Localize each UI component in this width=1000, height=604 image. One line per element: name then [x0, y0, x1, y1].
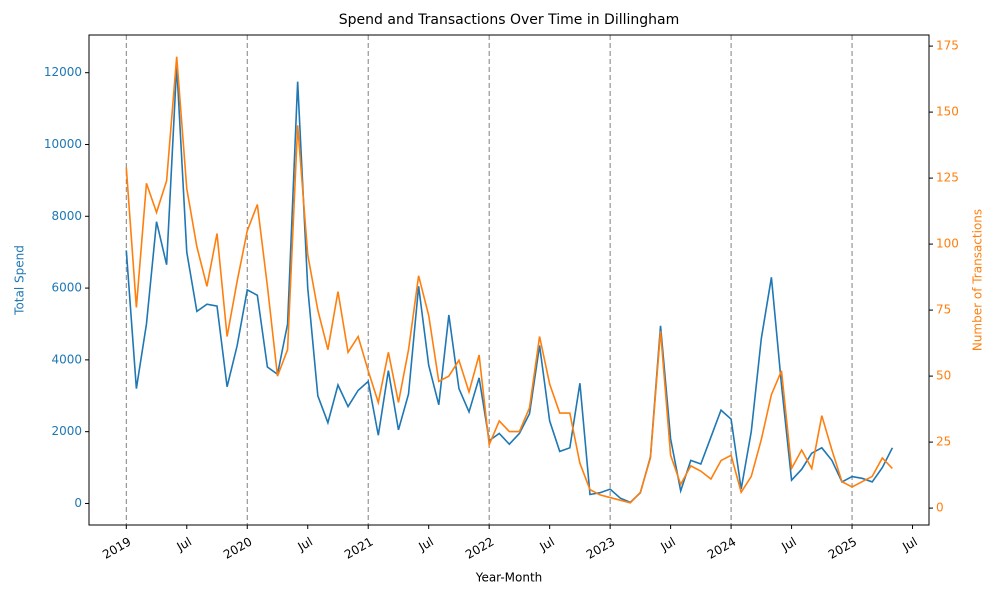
x-tick-label: Jul	[416, 535, 436, 555]
x-tick-label: 2020	[221, 535, 254, 562]
x-tick-label: Jul	[174, 535, 194, 555]
y-tick-label: 6000	[51, 281, 82, 295]
x-tick-label: 2023	[584, 535, 617, 562]
x-tick-label: Jul	[536, 535, 556, 555]
y-tick-label: 8000	[51, 209, 82, 223]
y2-tick-label: 25	[936, 435, 951, 449]
y2-axis-label: Number of Transactions	[971, 209, 985, 351]
x-tick-label: Jul	[295, 535, 315, 555]
y2-tick-label: 175	[936, 39, 959, 53]
y2-tick-label: 100	[936, 237, 959, 251]
y-tick-label: 2000	[51, 424, 82, 438]
x-tick-label: Jul	[657, 535, 677, 555]
y-tick-label: 12000	[44, 65, 82, 79]
y-tick-label: 0	[74, 496, 82, 510]
y2-tick-label: 150	[936, 105, 959, 119]
x-axis-label: Year-Month	[475, 571, 543, 585]
x-tick-label: 2025	[826, 535, 859, 562]
x-tick-label: 2024	[705, 535, 738, 562]
chart-title: Spend and Transactions Over Time in Dill…	[339, 12, 679, 28]
series-line	[125, 65, 894, 504]
x-tick-label: 2021	[342, 535, 375, 562]
series-line	[125, 56, 893, 504]
y-tick-label: 4000	[51, 352, 82, 366]
y2-tick-label: 125	[936, 171, 959, 185]
x-tick-label: Jul	[899, 535, 919, 555]
x-tick-label: Jul	[778, 535, 798, 555]
y2-tick-label: 0	[936, 501, 944, 515]
y2-tick-label: 50	[936, 369, 951, 383]
y-tick-label: 10000	[44, 137, 82, 151]
plot-frame	[88, 34, 930, 526]
y2-tick-label: 75	[936, 303, 951, 317]
x-tick-label: 2022	[463, 535, 496, 562]
y-axis-label: Total Spend	[13, 245, 27, 316]
x-tick-label: 2019	[100, 535, 133, 562]
